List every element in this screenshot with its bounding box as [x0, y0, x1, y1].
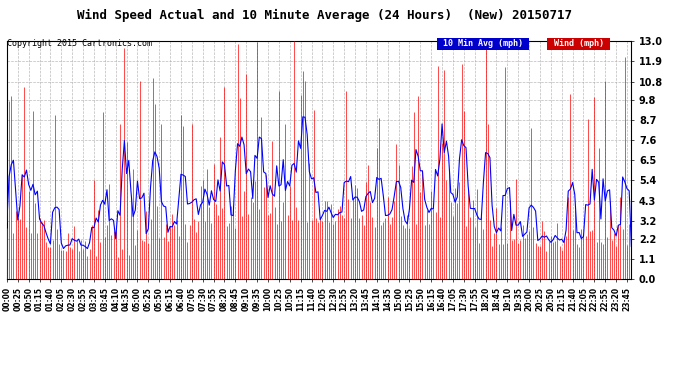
Text: Wind (mph): Wind (mph): [549, 39, 609, 48]
Text: Wind Speed Actual and 10 Minute Average (24 Hours)  (New) 20150717: Wind Speed Actual and 10 Minute Average …: [77, 9, 572, 22]
Text: 10 Min Avg (mph): 10 Min Avg (mph): [438, 39, 528, 48]
Text: Copyright 2015 Cartronics.com: Copyright 2015 Cartronics.com: [7, 39, 152, 48]
